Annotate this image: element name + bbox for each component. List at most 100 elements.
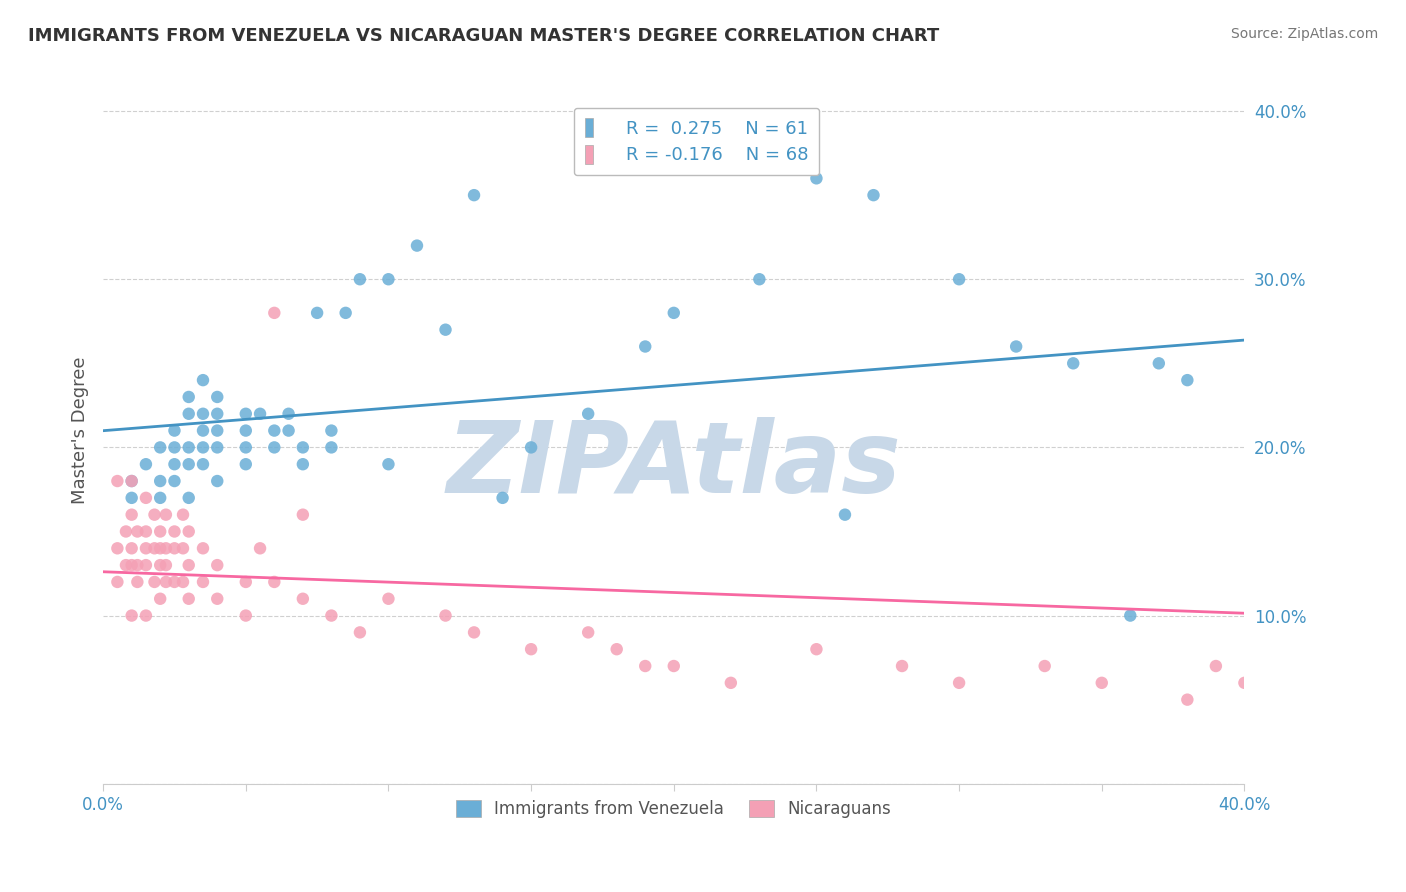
Point [263, 441, 285, 455]
Point [143, 541, 166, 556]
Point [307, 306, 329, 320]
Point [349, 625, 371, 640]
Point [172, 541, 194, 556]
Point [634, 659, 657, 673]
Point [149, 441, 172, 455]
Point [249, 541, 271, 556]
Point [149, 558, 172, 573]
Point [406, 238, 429, 252]
Point [105, 474, 128, 488]
Point [277, 407, 299, 421]
Point [135, 524, 157, 539]
Point [163, 574, 186, 589]
Point [335, 306, 357, 320]
Point [1033, 659, 1056, 673]
Point [948, 676, 970, 690]
Point [105, 574, 128, 589]
Point [115, 524, 138, 539]
Point [1091, 676, 1114, 690]
Point [191, 541, 214, 556]
Point [235, 457, 257, 471]
Point [662, 659, 685, 673]
Point [121, 558, 143, 573]
Point [207, 591, 229, 606]
Point [520, 642, 543, 657]
Point [235, 574, 257, 589]
Point [177, 558, 200, 573]
Point [434, 608, 457, 623]
Point [576, 407, 599, 421]
Point [135, 541, 157, 556]
Point [207, 441, 229, 455]
Point [291, 591, 314, 606]
Point [806, 642, 828, 657]
Point [291, 441, 314, 455]
Point [155, 541, 177, 556]
Point [321, 441, 343, 455]
Point [249, 407, 271, 421]
Point [135, 491, 157, 505]
Point [748, 272, 770, 286]
Point [177, 457, 200, 471]
Point [172, 574, 194, 589]
Point [135, 608, 157, 623]
Legend: Immigrants from Venezuela, Nicaraguans: Immigrants from Venezuela, Nicaraguans [450, 793, 898, 825]
Point [207, 407, 229, 421]
Point [127, 558, 149, 573]
Point [143, 574, 166, 589]
Point [377, 457, 399, 471]
Point [321, 608, 343, 623]
Point [321, 424, 343, 438]
Point [434, 323, 457, 337]
Point [1205, 659, 1227, 673]
Point [463, 625, 485, 640]
Point [1233, 676, 1256, 690]
Point [121, 608, 143, 623]
Point [177, 524, 200, 539]
Point [149, 474, 172, 488]
Point [143, 508, 166, 522]
Point [121, 474, 143, 488]
Point [291, 508, 314, 522]
Point [191, 407, 214, 421]
Point [377, 591, 399, 606]
Point [520, 441, 543, 455]
Point [235, 407, 257, 421]
Point [207, 424, 229, 438]
Point [191, 441, 214, 455]
Point [1119, 608, 1142, 623]
Point [135, 457, 157, 471]
Point [127, 524, 149, 539]
Point [172, 508, 194, 522]
Point [163, 457, 186, 471]
Point [155, 558, 177, 573]
Point [349, 272, 371, 286]
Point [207, 390, 229, 404]
Point [235, 441, 257, 455]
Point [191, 574, 214, 589]
Point [862, 188, 884, 202]
Point [834, 508, 856, 522]
Point [277, 424, 299, 438]
Point [662, 306, 685, 320]
Point [177, 441, 200, 455]
Y-axis label: Master's Degree: Master's Degree [72, 357, 89, 504]
Point [155, 574, 177, 589]
Point [115, 558, 138, 573]
Point [105, 541, 128, 556]
Point [163, 524, 186, 539]
Point [127, 574, 149, 589]
Point [491, 491, 513, 505]
Point [121, 508, 143, 522]
Point [177, 390, 200, 404]
Point [207, 558, 229, 573]
Point [149, 524, 172, 539]
Point [1005, 339, 1028, 353]
Point [263, 424, 285, 438]
Point [291, 457, 314, 471]
Text: IMMIGRANTS FROM VENEZUELA VS NICARAGUAN MASTER'S DEGREE CORRELATION CHART: IMMIGRANTS FROM VENEZUELA VS NICARAGUAN … [28, 27, 939, 45]
Point [177, 491, 200, 505]
Point [1175, 373, 1198, 387]
Point [606, 642, 628, 657]
Point [191, 424, 214, 438]
